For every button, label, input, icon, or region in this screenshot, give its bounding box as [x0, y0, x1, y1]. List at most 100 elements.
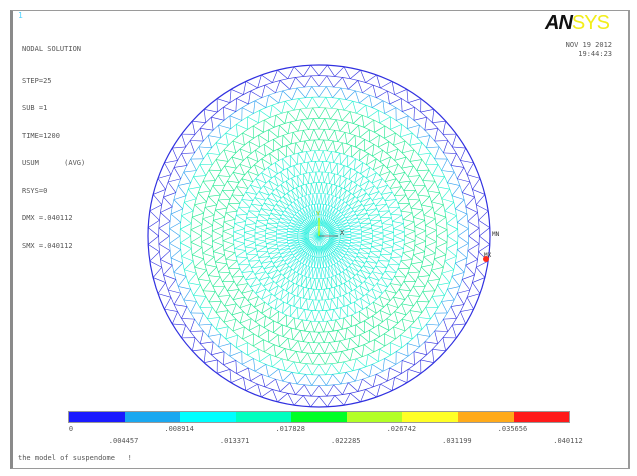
- mesh-element: [421, 196, 430, 206]
- mesh-element: [318, 150, 324, 162]
- max-marker: MX: [484, 252, 492, 259]
- mesh-element: [235, 250, 246, 258]
- mesh-element: [277, 149, 279, 161]
- mesh-element: [374, 339, 386, 347]
- mesh-element: [307, 217, 315, 227]
- mesh-element: [229, 369, 232, 383]
- mesh-element: [404, 235, 416, 241]
- mesh-element: [360, 297, 371, 305]
- mesh-element: [356, 358, 367, 368]
- mesh-element: [331, 163, 338, 174]
- axis-x-label: X: [340, 229, 345, 237]
- mesh-element: [472, 282, 481, 294]
- mesh-element: [380, 81, 393, 89]
- mesh-element: [238, 257, 248, 266]
- mesh-element: [236, 367, 249, 374]
- legend-swatch-3: [235, 412, 292, 422]
- legend-label: .022285: [331, 437, 361, 445]
- mesh-element: [343, 207, 351, 216]
- mesh-element: [402, 249, 415, 253]
- mesh-element: [258, 214, 269, 221]
- mesh-element: [291, 271, 296, 282]
- mesh-element: [302, 221, 312, 229]
- mesh-element: [306, 310, 312, 321]
- mesh-element: [358, 252, 370, 255]
- mesh-element: [212, 185, 221, 196]
- mesh-element: [295, 384, 305, 395]
- mesh-element: [398, 180, 411, 183]
- mesh-element: [181, 134, 186, 148]
- mesh-element: [356, 273, 363, 284]
- mesh-element: [274, 175, 279, 187]
- mesh-element: [309, 172, 315, 183]
- mesh-element: [336, 201, 345, 210]
- mesh-element: [372, 271, 384, 275]
- mesh-element: [187, 188, 197, 199]
- mesh-element: [343, 361, 353, 371]
- mesh-element: [243, 377, 247, 391]
- mesh-element: [296, 199, 302, 210]
- mesh-element: [318, 86, 327, 98]
- mesh-element: [223, 351, 225, 365]
- mesh-element: [357, 379, 363, 392]
- mesh-element: [342, 192, 352, 201]
- mesh-element: [258, 191, 266, 201]
- mesh-element: [409, 159, 423, 162]
- mesh-element: [278, 221, 290, 225]
- mesh-element: [304, 195, 310, 206]
- mesh-element: [359, 334, 370, 343]
- mesh-element: [278, 245, 289, 251]
- mesh-element: [385, 178, 397, 183]
- mesh-element: [372, 191, 380, 201]
- mesh-element: [246, 303, 252, 316]
- mesh-element: [331, 363, 340, 374]
- mesh-element: [465, 196, 475, 208]
- mesh-element: [245, 383, 258, 391]
- mesh-element: [368, 276, 375, 287]
- mesh-element: [325, 299, 331, 311]
- mesh-element: [360, 269, 367, 280]
- mesh-element: [452, 134, 457, 148]
- mesh-element: [340, 155, 349, 165]
- mesh-element: [204, 256, 215, 265]
- mesh-element: [312, 161, 316, 173]
- mesh-element: [231, 303, 237, 316]
- mesh-element: [297, 212, 305, 222]
- mesh-element: [468, 227, 480, 237]
- mesh-element: [343, 393, 351, 406]
- mesh-element: [403, 244, 415, 251]
- mesh-element: [183, 171, 191, 183]
- mesh-element: [267, 293, 272, 305]
- mesh-element: [286, 271, 296, 280]
- mesh-element: [286, 268, 293, 280]
- mesh-element: [337, 165, 345, 175]
- mesh-element: [250, 90, 262, 99]
- mesh-element: [354, 259, 363, 269]
- mesh-element: [269, 311, 279, 319]
- mesh-element: [199, 296, 207, 308]
- mesh-element: [267, 244, 278, 250]
- mesh-element: [423, 252, 436, 258]
- mesh-element: [244, 229, 256, 233]
- mesh-element: [339, 285, 347, 295]
- mesh-element: [365, 354, 369, 367]
- mesh-element: [452, 324, 457, 338]
- legend-label: .035656: [497, 425, 528, 433]
- mesh-element: [349, 245, 360, 251]
- mesh-element: [308, 194, 314, 205]
- mesh-element: [215, 326, 229, 330]
- mesh-element: [160, 206, 173, 213]
- mesh-element: [409, 149, 415, 162]
- mesh-element: [331, 185, 338, 196]
- mesh-element: [293, 260, 299, 271]
- mesh-element: [268, 217, 279, 224]
- mesh-element: [198, 313, 204, 326]
- mesh-element: [314, 204, 318, 215]
- mesh-element: [416, 169, 430, 171]
- mesh-element: [378, 324, 380, 337]
- mesh-element: [450, 306, 457, 319]
- mesh-element: [241, 178, 249, 189]
- mesh-element: [343, 256, 354, 262]
- mesh-element: [393, 235, 405, 241]
- mesh-element: [309, 216, 316, 227]
